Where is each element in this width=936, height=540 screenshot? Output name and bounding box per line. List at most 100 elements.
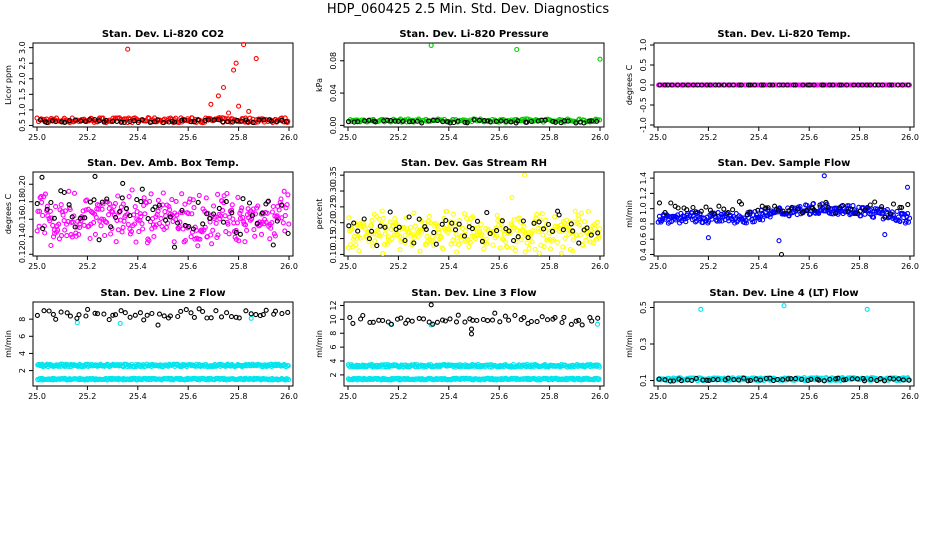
data-point <box>250 120 256 126</box>
data-point <box>101 311 107 317</box>
data-point <box>147 198 153 204</box>
data-point <box>132 312 138 318</box>
data-point <box>494 212 500 218</box>
data-point <box>476 117 483 123</box>
data-point <box>514 46 520 53</box>
data-point <box>34 312 40 318</box>
data-point <box>879 204 885 210</box>
data-point <box>704 377 710 383</box>
data-point <box>173 198 179 204</box>
data-point <box>698 208 704 214</box>
data-point <box>675 205 681 211</box>
data-point <box>138 214 144 220</box>
data-point <box>35 208 41 214</box>
data-point <box>821 82 827 88</box>
data-point <box>285 363 291 369</box>
data-point <box>83 207 89 213</box>
data-point <box>724 211 730 217</box>
data-point <box>891 376 897 382</box>
data-point <box>113 214 119 220</box>
data-point <box>900 377 906 383</box>
data-point <box>269 220 275 226</box>
panel-title: Stan. Dev. Gas Stream RH <box>401 158 547 169</box>
data-point <box>400 118 406 124</box>
data-point <box>285 192 291 198</box>
data-point <box>422 220 428 226</box>
data-point <box>690 204 696 211</box>
x-tick-label: 25.0 <box>28 392 46 401</box>
data-point <box>249 213 255 219</box>
data-point <box>542 117 548 123</box>
data-point <box>786 213 792 219</box>
data-point <box>233 60 239 66</box>
data-point <box>56 221 62 227</box>
data-point <box>276 207 282 213</box>
data-point <box>454 249 460 255</box>
plot-frame <box>32 42 294 128</box>
data-point <box>366 117 372 123</box>
data-point <box>141 317 147 323</box>
data-point <box>857 208 863 214</box>
data-point <box>896 376 902 382</box>
data-point <box>188 310 194 316</box>
data-point <box>880 82 886 88</box>
data-point <box>597 56 603 62</box>
data-point <box>218 314 225 320</box>
data-point <box>274 118 280 124</box>
data-point <box>179 207 185 213</box>
x-tick-label: 25.8 <box>541 392 559 401</box>
data-point <box>532 246 538 252</box>
panel-title: Stan. Dev. Li-820 CO2 <box>102 29 224 40</box>
data-point <box>474 218 481 224</box>
data-point <box>850 203 856 209</box>
y-tick-label: 3.0 <box>18 41 27 54</box>
y-tick-label: 8 <box>18 317 27 322</box>
data-point <box>67 206 73 213</box>
data-point <box>792 376 799 382</box>
data-point <box>175 313 181 320</box>
y-tick-label: 10 <box>329 314 338 324</box>
data-point <box>280 220 286 226</box>
data-point <box>195 243 201 249</box>
data-point <box>730 207 736 213</box>
data-point <box>151 233 157 240</box>
y-tick-label: 0.5 <box>18 119 27 132</box>
x-tick-label: 25.2 <box>699 262 717 271</box>
data-point <box>861 378 868 384</box>
data-point <box>755 207 761 213</box>
data-point <box>573 318 579 324</box>
data-point <box>511 238 517 244</box>
panel-title: Stan. Dev. Sample Flow <box>718 158 851 169</box>
y-tick-label: 0.0 <box>639 79 648 92</box>
data-point <box>455 312 461 318</box>
data-point <box>499 236 506 242</box>
data-point <box>282 228 288 234</box>
data-point <box>183 307 189 313</box>
data-point <box>233 227 239 233</box>
data-point <box>497 319 503 325</box>
data-point <box>907 215 913 221</box>
data-point <box>594 219 600 225</box>
data-point <box>70 363 76 369</box>
data-point <box>790 82 797 88</box>
data-point <box>58 309 64 315</box>
x-tick-label: 26.0 <box>901 262 919 271</box>
x-tick-label: 25.2 <box>389 262 407 271</box>
data-point <box>495 217 501 224</box>
data-point <box>254 220 260 226</box>
data-point <box>119 229 125 235</box>
data-point <box>705 235 711 241</box>
data-point <box>389 236 395 242</box>
data-point <box>387 219 393 225</box>
data-point <box>509 194 515 200</box>
y-tick-label: 1.0 <box>18 104 27 117</box>
data-point <box>493 118 499 124</box>
data-point <box>559 319 565 326</box>
data-point <box>428 302 434 308</box>
data-point <box>87 235 93 242</box>
data-point <box>890 201 897 207</box>
data-point <box>137 310 143 316</box>
data-point <box>44 120 50 126</box>
data-point <box>66 188 72 194</box>
data-point <box>823 199 829 205</box>
